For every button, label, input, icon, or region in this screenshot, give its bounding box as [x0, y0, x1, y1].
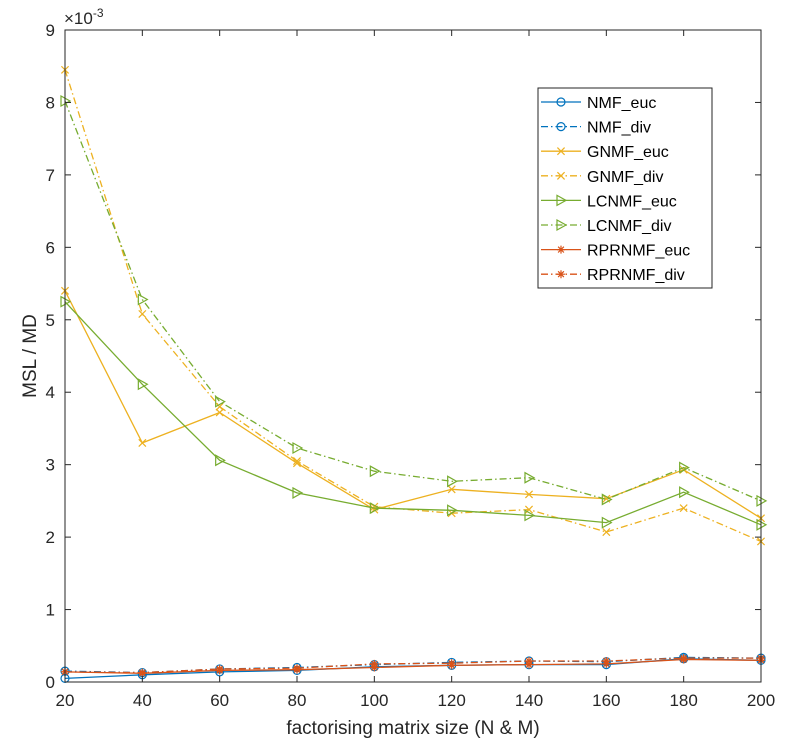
- y-tick-label: 3: [46, 456, 55, 475]
- legend-label: NMF_euc: [587, 95, 656, 112]
- data-point-LCNMF_div: [601, 493, 613, 506]
- data-point-LCNMF_div: [215, 395, 226, 408]
- series-line-GNMF_div: [64, 69, 762, 543]
- data-point-GNMF_euc: [215, 408, 224, 417]
- x-tick-label: 200: [747, 691, 775, 710]
- y-tick-label: 0: [46, 673, 55, 692]
- x-tick-label: 120: [437, 691, 465, 710]
- legend-marker: [556, 121, 566, 132]
- legend-marker: [556, 171, 566, 180]
- legend-item-RPRNMF_euc: RPRNMF_euc: [541, 243, 690, 260]
- data-point-LCNMF_div: [369, 465, 381, 478]
- x-tick-label: 180: [669, 691, 697, 710]
- x-tick-label: 40: [133, 691, 152, 710]
- x-tick-label: 60: [210, 691, 229, 710]
- legend: NMF_euc NMF_div GNMF_euc GNMF_div LCNMF_euc L…: [537, 87, 713, 289]
- data-point-RPRNMF_div: [525, 656, 533, 665]
- legend-item-NMF_div: NMF_div: [541, 120, 651, 137]
- data-point-GNMF_div: [602, 528, 611, 537]
- legend-item-LCNMF_div: LCNMF_div: [541, 218, 671, 235]
- data-point-RPRNMF_div: [447, 659, 456, 668]
- legend-marker: [556, 97, 566, 107]
- y-tick-label: 8: [46, 93, 55, 112]
- legend-label: LCNMF_div: [587, 218, 671, 235]
- y-tick-label: 1: [46, 601, 55, 620]
- y-tick-label: 2: [46, 528, 55, 547]
- data-point-GNMF_euc: [524, 490, 534, 499]
- x-axis-ticks: 20 40 60 80 100 120 140 160 180 200: [56, 30, 775, 710]
- x-tick-label: 20: [56, 691, 75, 710]
- data-point-LCNMF_euc: [524, 509, 536, 522]
- x-tick-label: 140: [515, 691, 543, 710]
- data-point-GNMF_div: [292, 457, 302, 466]
- y-axis-exponent: ×10-3: [64, 6, 104, 28]
- data-point-RPRNMF_div: [215, 664, 224, 673]
- data-point-LCNMF_euc: [292, 486, 304, 499]
- series-GNMF_div: [60, 65, 766, 546]
- data-point-GNMF_euc: [292, 459, 302, 468]
- data-point-RPRNMF_div: [370, 659, 379, 668]
- data-point-GNMF_euc: [138, 438, 147, 447]
- y-tick-label: 9: [46, 21, 55, 40]
- data-point-RPRNMF_div: [293, 664, 301, 673]
- legend-marker: [557, 245, 565, 254]
- data-point-LCNMF_div: [679, 461, 690, 474]
- x-tick-label: 80: [288, 691, 307, 710]
- legend-label: RPRNMF_div: [587, 267, 685, 284]
- y-tick-label: 5: [46, 311, 55, 330]
- y-tick-label: 6: [46, 238, 55, 257]
- data-point-RPRNMF_div: [138, 668, 147, 677]
- series-line-LCNMF_div: [64, 100, 762, 502]
- x-axis-title: factorising matrix size (N & M): [286, 718, 539, 739]
- legend-item-RPRNMF_div: RPRNMF_div: [541, 267, 685, 284]
- legend-marker: [557, 270, 565, 279]
- legend-label: NMF_div: [587, 120, 651, 137]
- exponent-power: -3: [93, 6, 104, 20]
- data-point-LCNMF_euc: [447, 504, 458, 517]
- axes-layer: [64, 29, 762, 683]
- data-point-LCNMF_div: [524, 471, 536, 484]
- data-point-LCNMF_div: [137, 293, 149, 306]
- data-point-LCNMF_euc: [369, 502, 381, 515]
- data-point-LCNMF_euc: [679, 486, 690, 499]
- legend-label: RPRNMF_euc: [587, 243, 690, 260]
- y-tick-label: 4: [46, 383, 55, 402]
- legend-item-GNMF_div: GNMF_div: [541, 169, 663, 186]
- series-line-LCNMF_euc: [64, 301, 762, 526]
- legend-label: LCNMF_euc: [587, 193, 677, 210]
- x-tick-label: 160: [592, 691, 620, 710]
- data-point-GNMF_euc: [447, 485, 456, 494]
- data-point-GNMF_div: [524, 505, 534, 514]
- legend-marker: [556, 218, 568, 232]
- data-point-GNMF_div: [215, 402, 224, 411]
- exponent-base: ×10: [64, 9, 93, 28]
- series-line-RPRNMF_euc: [64, 658, 762, 674]
- axes-box: [64, 29, 762, 683]
- data-point-LCNMF_euc: [601, 516, 613, 529]
- legend-label: GNMF_euc: [587, 144, 669, 161]
- data-point-GNMF_div: [138, 309, 147, 319]
- legend-item-LCNMF_euc: LCNMF_euc: [541, 193, 677, 210]
- y-axis-ticks: 0 1 2 3 4 5 6 7 8 9: [46, 21, 761, 692]
- y-tick-label: 7: [46, 166, 55, 185]
- data-point-LCNMF_div: [292, 441, 304, 455]
- legend-label: GNMF_div: [587, 169, 663, 186]
- y-axis-title: MSL / MD: [20, 314, 41, 398]
- legend-item-GNMF_euc: GNMF_euc: [541, 144, 669, 161]
- data-point-RPRNMF_div: [679, 654, 688, 663]
- data-point-GNMF_div: [679, 504, 688, 513]
- legend-marker: [556, 147, 566, 156]
- legend-item-NMF_euc: NMF_euc: [541, 95, 656, 112]
- legend-marker: [556, 194, 568, 207]
- legend-box: [537, 87, 713, 289]
- series-line-RPRNMF_div: [64, 657, 761, 674]
- x-tick-label: 100: [360, 691, 388, 710]
- data-point-LCNMF_div: [447, 475, 458, 488]
- data-point-RPRNMF_div: [602, 656, 611, 665]
- data-point-LCNMF_euc: [215, 454, 226, 467]
- data-point-LCNMF_euc: [137, 378, 149, 391]
